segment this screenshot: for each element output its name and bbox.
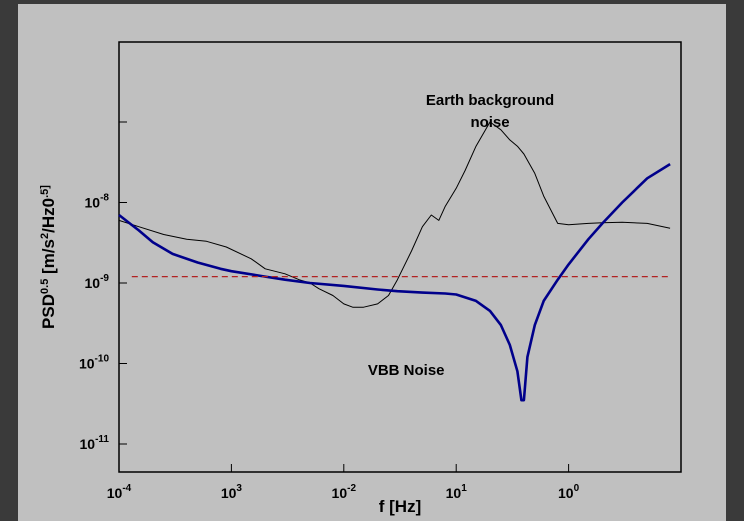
annotation-0-line-0: Earth background xyxy=(426,92,554,109)
y-tick-label-3: 10-11 xyxy=(80,434,110,452)
y-tick-label-0: 10-8 xyxy=(85,193,110,211)
x-tick-label-2: 10-2 xyxy=(332,483,357,501)
y-tick-label-2: 10-10 xyxy=(79,354,109,372)
y-tick-label-1: 10-9 xyxy=(85,273,110,291)
x-axis-title: f [Hz] xyxy=(379,497,421,516)
annotation-1-line-0: VBB Noise xyxy=(368,362,445,379)
x-tick-label-1: 103 xyxy=(221,483,243,501)
annotation-0-line-1: noise xyxy=(470,114,509,131)
y-axis-title: PSD0.5 [m/s2/Hz0.5] xyxy=(39,185,58,329)
chart-svg: 10-4 103 10-2 101 100 10-8 10-9 10-10 10-11 Earth… xyxy=(39,41,682,516)
chart-panel: 10-4 103 10-2 101 100 10-8 10-9 10-10 10-11 Earth… xyxy=(18,4,726,521)
plot-area xyxy=(118,41,682,473)
x-tick-label-3: 101 xyxy=(446,483,468,501)
x-tick-label-4: 100 xyxy=(558,483,580,501)
x-tick-label-0: 10-4 xyxy=(107,483,132,501)
series-line-earth-background-noise xyxy=(118,121,671,308)
series-line-vbb-noise xyxy=(118,162,671,402)
